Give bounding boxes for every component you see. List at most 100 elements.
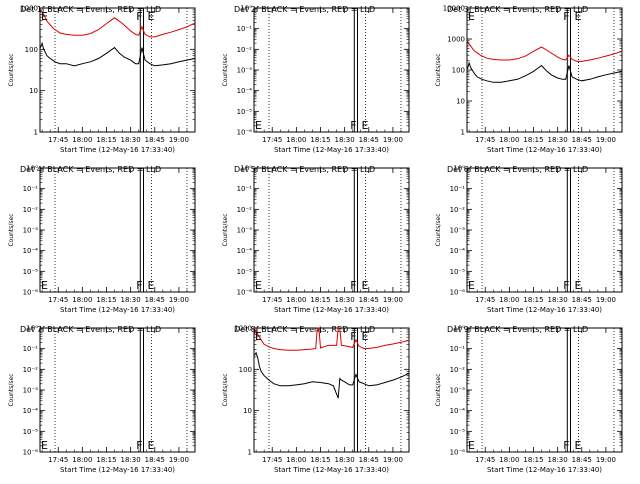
x-tick-label: 18:15 [310,136,330,144]
y-axis-label: Counts/sec [222,213,229,246]
event-marker: E [468,10,475,23]
y-tick-label: 10⁻⁶ [450,289,466,297]
x-tick-label: 18:30 [548,296,568,304]
plot-frame [466,7,623,133]
x-tick-label: 18:00 [499,136,519,144]
x-tick-label: 18:45 [359,456,379,464]
panel-title: Det 5f BLACK = Events, RED = LLD [234,165,375,174]
panel-title: Det 8f BLACK = Events, RED = LLD [234,325,375,334]
y-tick-label: 10⁻² [450,366,466,374]
panel-title: Det 2f BLACK = Events, RED = LLD [234,5,375,14]
flare-marker: F [136,10,142,23]
event-marker: E [255,279,262,292]
x-axis-label: Start Time (12-May-16 17:33:40) [487,466,602,474]
y-tick-label: 100 [452,67,465,75]
plot-frame [253,7,410,133]
event-marker: E [148,10,155,23]
y-tick-label: 10⁻⁴ [23,407,39,415]
y-tick-label: 10⁻¹ [23,185,39,193]
panel-title: Det 6f BLACK = Events, RED = LLD [447,165,588,174]
y-tick-label: 10⁻¹ [23,345,39,353]
x-tick-label: 19:00 [169,296,189,304]
x-tick-label: 19:00 [169,456,189,464]
y-tick-label: 10⁻⁴ [450,407,466,415]
panel-title: Det 9f BLACK = Events, RED = LLD [447,325,588,334]
event-marker: E [575,279,582,292]
y-tick-label: 10⁰ [240,5,252,13]
y-tick-label: 10⁻² [237,206,253,214]
y-tick-label: 10000 [443,5,465,13]
y-tick-label: 10⁻⁵ [450,268,466,276]
x-tick-label: 18:00 [72,136,92,144]
event-marker: E [468,439,475,452]
plot-frame [39,327,196,453]
x-axis-label: Start Time (12-May-16 17:33:40) [487,306,602,314]
x-axis-label: Start Time (12-May-16 17:33:40) [60,306,175,314]
y-tick-label: 1000 [20,5,38,13]
plot-frame [253,167,410,293]
x-tick-label: 18:00 [72,456,92,464]
x-tick-label: 18:30 [335,136,355,144]
plot-frame [466,327,623,453]
x-tick-label: 18:45 [359,296,379,304]
x-axis-label: Start Time (12-May-16 17:33:40) [274,306,389,314]
y-tick-label: 10⁻³ [450,387,466,395]
y-tick-label: 10⁻⁴ [237,87,253,95]
y-axis-label: Counts/sec [435,213,442,246]
x-tick-label: 18:15 [96,296,116,304]
x-tick-label: 19:00 [169,136,189,144]
y-tick-label: 10⁻⁴ [450,247,466,255]
event-marker: E [362,279,369,292]
x-tick-label: 18:30 [335,456,355,464]
x-tick-label: 18:30 [121,136,141,144]
x-tick-label: 17:45 [48,296,68,304]
x-axis-label: Start Time (12-May-16 17:33:40) [60,146,175,154]
x-tick-label: 18:45 [572,456,592,464]
x-tick-label: 18:00 [286,136,306,144]
y-tick-label: 10⁻⁵ [237,268,253,276]
x-tick-label: 18:45 [145,136,165,144]
event-marker: E [362,330,369,343]
x-tick-label: 18:15 [523,136,543,144]
panel-3: Det 3f BLACK = Events, RED = LLD 1 10 100 10… [435,5,623,154]
y-tick-label: 10⁻¹ [450,185,466,193]
x-tick-label: 18:00 [72,296,92,304]
y-axis-label: Counts/sec [8,373,15,406]
y-tick-label: 10⁻⁶ [450,449,466,457]
x-tick-label: 18:45 [145,456,165,464]
panel-1: Det 1f BLACK = Events, RED = LLD 1 10 100 10… [8,5,196,154]
flare-marker: F [350,279,356,292]
series-line-lld [40,9,196,38]
y-tick-label: 10⁻² [23,366,39,374]
event-marker: E [575,10,582,23]
x-tick-label: 17:45 [475,456,495,464]
series-line-events [40,41,196,67]
y-axis-label: Counts/sec [8,53,15,86]
event-marker: E [148,279,155,292]
x-tick-label: 18:30 [121,456,141,464]
y-tick-label: 10⁰ [26,165,38,173]
x-tick-label: 18:00 [286,296,306,304]
y-tick-label: 10⁻¹ [237,185,253,193]
event-marker: E [362,119,369,132]
x-tick-label: 18:30 [548,136,568,144]
y-tick-label: 10⁰ [453,165,465,173]
y-tick-label: 10 [456,98,465,106]
plot-frame [253,327,410,453]
x-tick-label: 19:00 [596,296,616,304]
x-axis-label: Start Time (12-May-16 17:33:40) [274,466,389,474]
x-tick-label: 17:45 [262,296,282,304]
x-tick-label: 18:15 [310,296,330,304]
y-tick-label: 10 [29,87,38,95]
y-tick-label: 1000 [234,325,252,333]
y-tick-label: 100 [239,366,252,374]
x-tick-label: 19:00 [383,136,403,144]
plot-frame [466,167,623,293]
x-tick-label: 17:45 [262,136,282,144]
event-marker: E [41,10,48,23]
y-axis-label: Counts/sec [8,213,15,246]
